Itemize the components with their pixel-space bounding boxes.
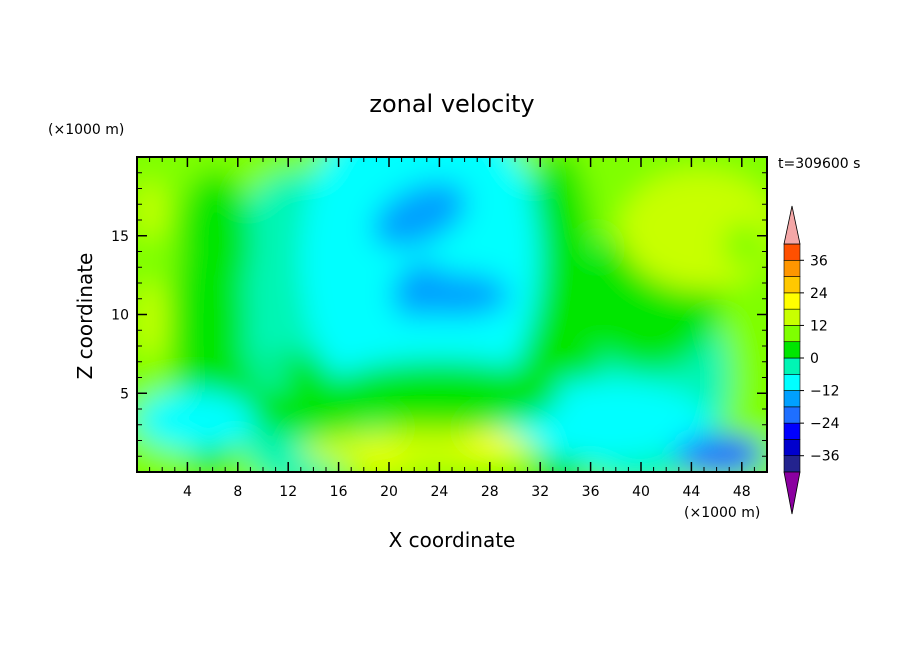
- x-tick-label: 20: [380, 484, 398, 500]
- colorbar-over-arrow: [783, 205, 801, 245]
- x-tick-label: 36: [582, 484, 600, 500]
- time-label: t=309600 s: [778, 156, 860, 172]
- z-unit-label: (×1000 m): [48, 122, 124, 138]
- x-tick-label: 48: [733, 484, 751, 500]
- colorbar-segment: [783, 439, 801, 457]
- x-tick-label: 32: [531, 484, 549, 500]
- field-region: [352, 454, 408, 470]
- contour-field: [137, 157, 767, 472]
- x-tick-label: 24: [430, 484, 448, 500]
- x-tick-label: 4: [183, 484, 192, 500]
- colorbar-tick-label: −12: [810, 384, 840, 400]
- field-region: [320, 360, 560, 430]
- x-tick-label: 16: [330, 484, 348, 500]
- field-region: [137, 280, 164, 360]
- colorbar-segment: [783, 390, 801, 408]
- colorbar-tick-label: 12: [810, 318, 828, 334]
- colorbar-segment: [783, 276, 801, 294]
- x-unit-label: (×1000 m): [684, 505, 760, 521]
- field-region: [137, 180, 164, 240]
- field-region: [250, 368, 290, 388]
- field-region: [726, 437, 754, 453]
- field-region: [137, 390, 255, 450]
- field-region: [373, 181, 467, 249]
- field-region: [723, 223, 767, 267]
- field-region: [179, 170, 251, 310]
- field-region: [392, 262, 448, 318]
- colorbar-segment: [783, 455, 801, 473]
- colorbar-segment: [783, 308, 801, 326]
- x-tick-label: 8: [233, 484, 242, 500]
- y-axis-label: Z coordinate: [73, 253, 97, 380]
- y-tick-label: 15: [111, 229, 129, 245]
- colorbar-segment: [783, 406, 801, 424]
- colorbar-tick-label: −24: [810, 416, 840, 432]
- colorbar-segment: [783, 325, 801, 343]
- colorbar-segment: [783, 243, 801, 261]
- x-tick-label: 28: [481, 484, 499, 500]
- x-tick-label: 44: [682, 484, 700, 500]
- y-tick-label: 10: [111, 308, 129, 324]
- x-tick-label: 40: [632, 484, 650, 500]
- colorbar-under-arrow: [783, 471, 801, 515]
- colorbar-segment: [783, 422, 801, 440]
- colorbar-segment: [783, 341, 801, 359]
- field-region: [462, 430, 518, 454]
- colorbar-segment: [783, 259, 801, 277]
- x-axis: 4 8 12 16 20 24 28 32 36 40 44 48: [149, 157, 755, 500]
- x-tick-label: 12: [279, 484, 297, 500]
- colorbar-tick-label: 0: [810, 351, 819, 367]
- colorbar-segment: [783, 373, 801, 391]
- colorbar-tick-label: 24: [810, 286, 828, 302]
- colorbar-tick-label: −36: [810, 449, 840, 465]
- chart-title: zonal velocity: [369, 90, 534, 118]
- colorbar-segment: [783, 292, 801, 310]
- colorbar: 36 24 12 0 −12 −24 −36: [783, 205, 840, 515]
- y-axis: 5 10 15: [111, 172, 767, 457]
- x-axis-label: X coordinate: [389, 528, 516, 552]
- colorbar-segment: [783, 357, 801, 375]
- colorbar-tick-label: 36: [810, 253, 828, 269]
- y-tick-label: 5: [120, 386, 129, 402]
